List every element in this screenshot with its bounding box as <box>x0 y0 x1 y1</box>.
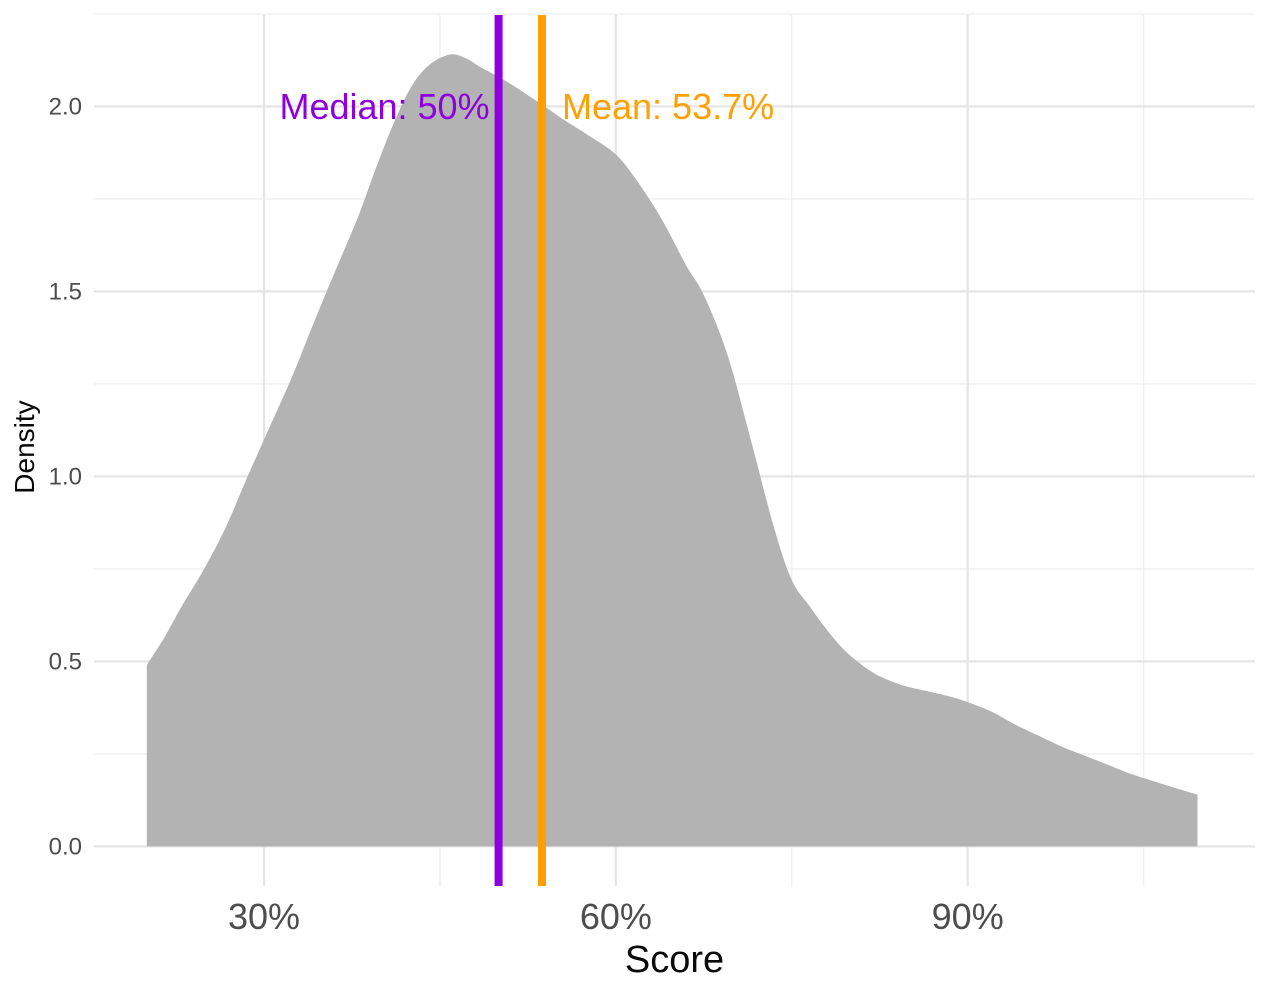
y-tick-1.0: 1.0 <box>49 463 82 490</box>
y-tick-0.5: 0.5 <box>49 648 82 675</box>
x-tick-30: 30% <box>228 896 300 937</box>
density-area <box>146 54 1198 847</box>
y-tick-2.0: 2.0 <box>49 93 82 120</box>
mean-annotation: Mean: 53.7% <box>562 86 774 127</box>
y-tick-1.5: 1.5 <box>49 278 82 305</box>
x-tick-90: 90% <box>932 896 1004 937</box>
x-axis-tick-labels: 30% 60% 90% <box>228 896 1004 937</box>
x-axis-title: Score <box>625 939 724 981</box>
y-tick-0.0: 0.0 <box>49 833 82 860</box>
y-axis-tick-labels: 0.0 0.5 1.0 1.5 2.0 <box>49 93 82 860</box>
median-annotation: Median: 50% <box>279 86 489 127</box>
x-tick-60: 60% <box>580 896 652 937</box>
y-axis-title: Density <box>9 400 40 493</box>
